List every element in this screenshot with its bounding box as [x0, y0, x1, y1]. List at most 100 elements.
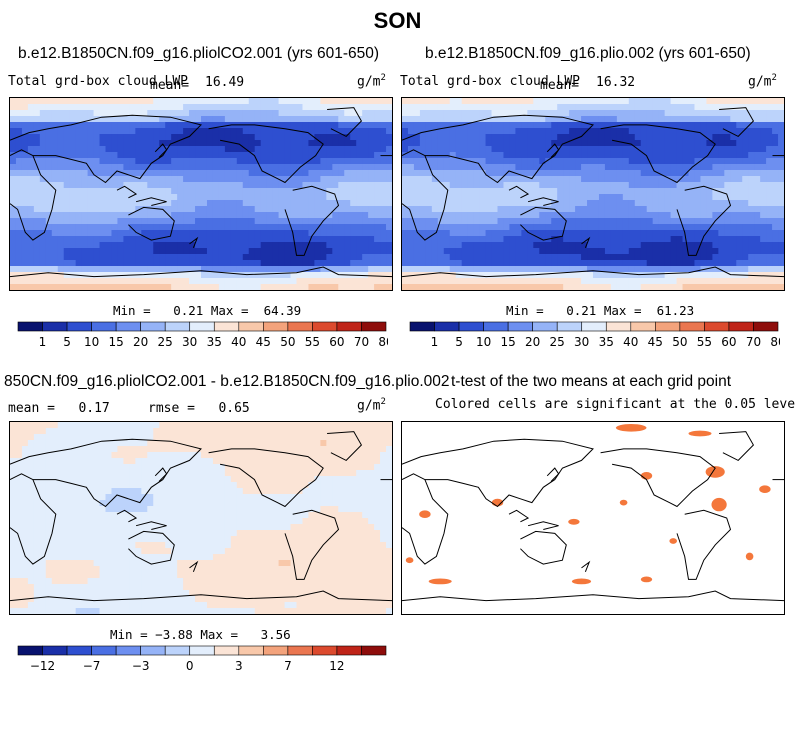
- lwp-cell: [87, 182, 95, 189]
- lwp-cell: [658, 122, 666, 129]
- lwp-cell: [212, 134, 220, 141]
- lwp-cell: [39, 284, 47, 290]
- lwp-cell: [248, 164, 256, 171]
- lwp-cell: [730, 260, 737, 267]
- lwp-cell: [593, 284, 600, 290]
- lwp-cell: [545, 242, 552, 249]
- lwp-cell: [356, 248, 363, 255]
- lwp-cell: [10, 284, 17, 290]
- diff-cell: [21, 452, 29, 459]
- lwp-cell: [622, 146, 630, 153]
- lwp-cell: [598, 128, 606, 135]
- lwp-cell: [545, 176, 552, 183]
- lwp-cell: [419, 230, 427, 237]
- lwp-cell: [479, 140, 487, 147]
- lwp-cell: [402, 200, 409, 207]
- lwp-cell: [284, 158, 292, 165]
- diff-cell: [224, 422, 232, 429]
- lwp-cell: [93, 188, 101, 195]
- lwp-cell: [284, 254, 292, 261]
- lwp-cell: [105, 266, 113, 273]
- lwp-cell: [218, 248, 226, 255]
- lwp-cell: [105, 122, 113, 129]
- diff-cell: [27, 440, 35, 447]
- lwp-cell: [15, 194, 23, 201]
- lwp-cell: [437, 284, 445, 290]
- lwp-cell: [224, 134, 232, 141]
- lwp-cell: [407, 236, 415, 243]
- lwp-cell: [302, 254, 310, 261]
- lwp-cell: [362, 176, 369, 183]
- lwp-cell: [254, 176, 262, 183]
- lwp-cell: [308, 158, 316, 165]
- lwp-cell: [93, 248, 101, 255]
- lwp-cell: [754, 242, 761, 249]
- diff-cell: [326, 422, 333, 429]
- lwp-cell: [497, 104, 505, 111]
- coastline-10: [284, 185, 340, 256]
- lwp-cell: [21, 236, 29, 243]
- lwp-cell: [539, 116, 546, 123]
- lwp-cell: [593, 248, 600, 255]
- lwp-cell: [302, 278, 310, 285]
- diff-cell: [248, 458, 256, 465]
- lwp-cell: [640, 128, 648, 135]
- lwp-cell: [141, 230, 148, 237]
- panel1-minmax: Min = 0.21 Max = 64.39: [113, 303, 302, 318]
- lwp-cell: [45, 164, 53, 171]
- lwp-cell: [356, 254, 363, 261]
- lwp-cell: [338, 170, 345, 177]
- lwp-cell: [407, 98, 415, 105]
- lwp-cell: [308, 278, 316, 285]
- diff-cell: [93, 494, 101, 501]
- colorbar-swatch: [42, 321, 68, 332]
- lwp-cell: [551, 158, 558, 165]
- lwp-cell: [189, 266, 196, 273]
- diff-cell: [284, 458, 292, 465]
- lwp-cell: [407, 230, 415, 237]
- lwp-cell: [123, 194, 130, 201]
- lwp-cell: [201, 278, 208, 285]
- lwp-cell: [320, 188, 327, 195]
- lwp-cell: [254, 104, 262, 111]
- lwp-cell: [27, 128, 35, 135]
- lwp-cell: [27, 182, 35, 189]
- lwp-cell: [105, 254, 113, 261]
- lwp-cell: [754, 104, 761, 111]
- lwp-cell: [332, 272, 339, 279]
- colorbar-swatch: [287, 321, 313, 332]
- lwp-cell: [248, 200, 256, 207]
- diff-cell: [266, 434, 274, 441]
- lwp-cell: [117, 170, 125, 177]
- lwp-cell: [81, 218, 89, 225]
- lwp-cell: [640, 98, 648, 105]
- colorbar-tick-label: 55: [697, 335, 712, 349]
- lwp-cell: [539, 200, 546, 207]
- lwp-cell: [224, 278, 232, 285]
- lwp-cell: [183, 116, 190, 123]
- lwp-cell: [236, 242, 244, 249]
- lwp-cell: [461, 230, 469, 237]
- lwp-cell: [515, 248, 522, 255]
- panel1-colorbar: 1510152025303540455055607080: [16, 320, 388, 350]
- lwp-cell: [407, 218, 415, 225]
- lwp-cell: [634, 266, 642, 273]
- lwp-cell: [260, 170, 268, 177]
- lwp-cell: [419, 116, 427, 123]
- lwp-cell: [718, 152, 725, 159]
- lwp-cell: [772, 104, 779, 111]
- lwp-cell: [754, 206, 761, 213]
- lwp-cell: [81, 152, 89, 159]
- lwp-cell: [575, 248, 582, 255]
- lwp-cell: [748, 134, 755, 141]
- lwp-cell: [778, 158, 784, 165]
- diff-cell: [266, 428, 274, 435]
- lwp-cell: [736, 152, 743, 159]
- lwp-cell: [706, 248, 713, 255]
- lwp-cell: [443, 128, 451, 135]
- lwp-cell: [551, 188, 558, 195]
- diff-cell: [308, 440, 316, 447]
- lwp-cell: [296, 218, 304, 225]
- lwp-cell: [326, 260, 333, 267]
- diff-cell: [230, 458, 238, 465]
